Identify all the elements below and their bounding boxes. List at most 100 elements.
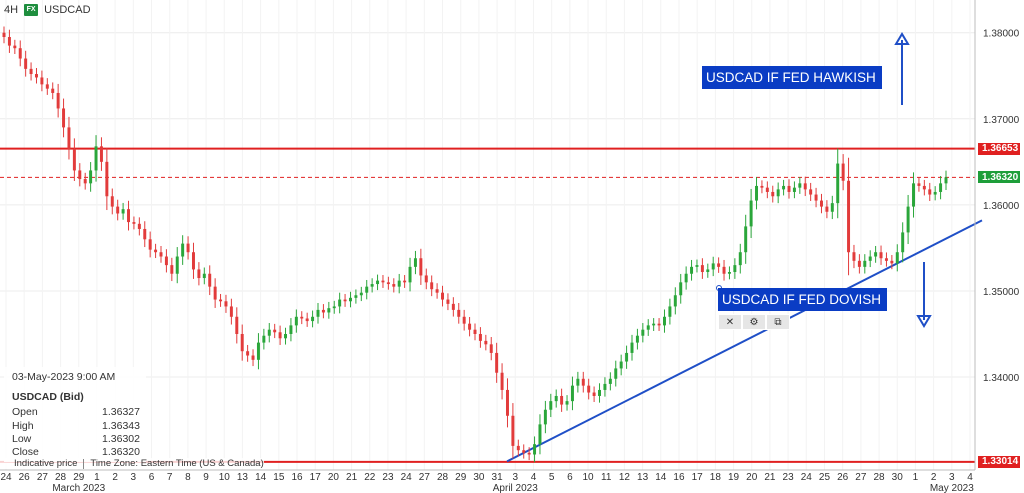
candle-up [727, 272, 731, 274]
low-label: Low [12, 432, 32, 445]
date-tick-label: 1 [913, 472, 919, 483]
candle-down [581, 378, 585, 386]
trendline[interactable] [506, 219, 983, 463]
candle-down [78, 170, 82, 180]
candle-up [338, 299, 342, 307]
date-tick-label: 2 [112, 472, 118, 483]
candle-up [316, 309, 320, 317]
candle-down [305, 318, 309, 322]
candle-down [435, 289, 439, 293]
candle-up [549, 401, 553, 410]
candles [2, 26, 948, 463]
timeframe-label[interactable]: 4H [4, 4, 19, 16]
candle-down [890, 260, 894, 264]
candle-down [484, 340, 488, 345]
time-axis[interactable]: 24 26 27 28 29 1 2 3 6 7 8 9 10 13 14 15 16 17 20 21 22 23 24 2… [0, 469, 975, 493]
date-tick-label: 27 [37, 472, 49, 483]
clone-icon[interactable]: ⧉ [766, 314, 790, 330]
candle-up [397, 280, 401, 287]
candle-down [83, 179, 87, 184]
candle-up [798, 183, 802, 188]
candle-up [332, 306, 336, 309]
gear-icon[interactable]: ⚙ [742, 314, 766, 330]
candle-down [419, 258, 423, 276]
candle-down [771, 191, 775, 197]
candle-down [495, 352, 499, 373]
date-tick-label: 18 [710, 472, 722, 483]
candle-up [706, 269, 710, 273]
candle-down [197, 269, 201, 279]
price-tick-label: 1.38000 [983, 29, 1020, 40]
candle-down [722, 266, 726, 274]
candle-down [478, 333, 482, 341]
candle-up [175, 256, 179, 274]
date-tick-label: 24 [0, 472, 12, 483]
candle-down [132, 222, 136, 224]
candle-down [457, 309, 461, 317]
candle-up [673, 295, 677, 307]
date-tick-label: 7 [167, 472, 173, 483]
candle-down [137, 223, 141, 229]
date-tick-label: 2 [931, 472, 937, 483]
candle-up [614, 368, 618, 379]
candle-up [668, 306, 672, 317]
date-tick-label: 28 [873, 472, 885, 483]
ohlc-close-row: Close 1.36320 [12, 446, 140, 459]
candle-up [630, 342, 634, 353]
month-label: April 2023 [493, 483, 538, 493]
candle-down [56, 92, 60, 109]
month-label: May 2023 [930, 483, 974, 493]
symbol-label[interactable]: USDCAD [44, 4, 91, 16]
candle-down [381, 280, 385, 283]
candle-up [619, 361, 623, 369]
candle-up [912, 183, 916, 207]
ohlc-symbol: USDCAD (Bid) [12, 391, 84, 404]
candle-down [127, 209, 131, 223]
date-tick-label: 20 [746, 472, 758, 483]
candle-up [576, 378, 580, 386]
date-tick-label: 3 [131, 472, 137, 483]
date-tick-label: 30 [892, 472, 904, 483]
time-zone-label[interactable]: Time Zone: Eastern Time (US & Canada) [90, 458, 264, 469]
candle-up [408, 266, 412, 283]
dovish-annotation[interactable]: USDCAD IF FED DOVISH [718, 288, 888, 311]
date-tick-label: 10 [582, 472, 594, 483]
candle-up [901, 232, 905, 253]
hawkish-annotation[interactable]: USDCAD IF FED HAWKISH [702, 66, 882, 89]
candle-down [587, 385, 591, 393]
close-icon[interactable]: ✕ [718, 314, 742, 330]
price-axis[interactable]: 1.38000 1.37000 1.36000 1.35000 1.34000 [974, 0, 1020, 470]
candle-up [262, 335, 266, 343]
candle-up [570, 385, 574, 402]
candle-down [99, 146, 103, 162]
candle-down [51, 88, 55, 93]
candle-up [289, 325, 293, 334]
date-tick-label: 31 [492, 472, 504, 483]
ohlc-high-row: High 1.36343 [12, 420, 140, 433]
support-price-badge: 1.33014 [978, 455, 1020, 468]
ohlc-timestamp: 03-May-2023 9:00 AM [12, 371, 116, 383]
chart-header: 4H FX USDCAD [4, 4, 91, 16]
date-tick-label: 19 [728, 472, 740, 483]
candle-down [760, 185, 764, 188]
candle-down [72, 148, 76, 171]
candle-up [733, 265, 737, 273]
candle-down [159, 252, 163, 257]
candle-up [181, 243, 185, 257]
candle-up [830, 203, 834, 212]
candle-down [424, 275, 428, 283]
candle-up [354, 295, 358, 298]
candle-down [34, 74, 38, 78]
date-tick-label: 14 [255, 472, 267, 483]
candle-up [608, 378, 612, 384]
candle-down [321, 309, 325, 313]
date-tick-label: 23 [382, 472, 394, 483]
date-tick-label: 13 [237, 472, 249, 483]
candle-up [684, 273, 688, 283]
candle-down [343, 299, 347, 302]
candle-down [229, 306, 233, 317]
date-tick-label: 26 [19, 472, 31, 483]
candle-down [852, 252, 856, 261]
candle-down [300, 316, 304, 319]
date-tick-label: 28 [55, 472, 67, 483]
